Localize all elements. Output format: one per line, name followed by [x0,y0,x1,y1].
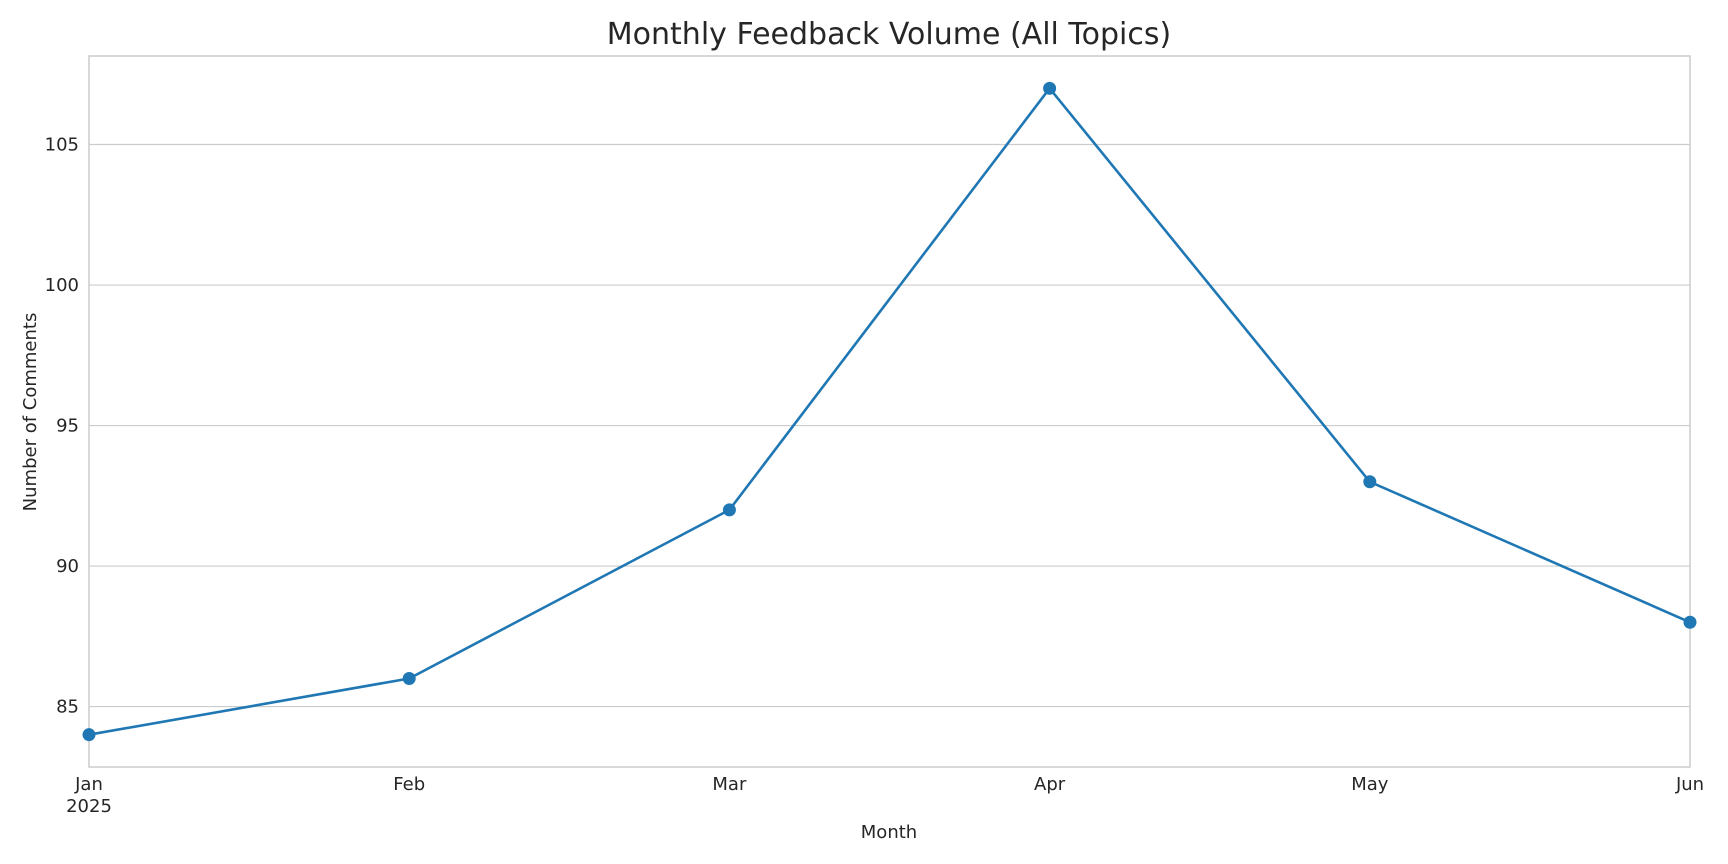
series-group [82,81,1697,742]
y-tick-label: 95 [56,416,79,437]
x-tick-label: Jan [74,774,103,795]
x-tick-labels: Jan Feb Mar Apr May Jun [74,774,1704,795]
plot-frame [88,55,1691,768]
x-year-label: 2025 [66,796,112,817]
x-tick-label: Jun [1675,774,1704,795]
data-point-feb [402,671,416,685]
data-point-may [1363,475,1377,489]
y-tick-labels: 85 90 95 100 105 [45,135,79,718]
data-point-jan [82,728,96,742]
x-axis-label: Month [861,822,917,843]
y-tick-label: 85 [56,697,79,718]
chart-title: Monthly Feedback Volume (All Topics) [607,17,1171,52]
x-tick-label: Feb [393,774,425,795]
y-tick-label: 90 [56,556,79,577]
gridlines [89,143,1690,708]
x-tick-label: Mar [712,774,747,795]
data-point-apr [1043,81,1057,95]
y-tick-label: 105 [45,135,79,156]
data-point-mar [722,503,736,517]
x-tick-label: Apr [1034,774,1066,795]
series-line [88,87,1691,736]
y-tick-label: 100 [45,275,79,296]
data-point-jun [1683,615,1697,629]
y-axis-label: Number of Comments [20,313,41,512]
x-tick-label: May [1351,774,1389,795]
